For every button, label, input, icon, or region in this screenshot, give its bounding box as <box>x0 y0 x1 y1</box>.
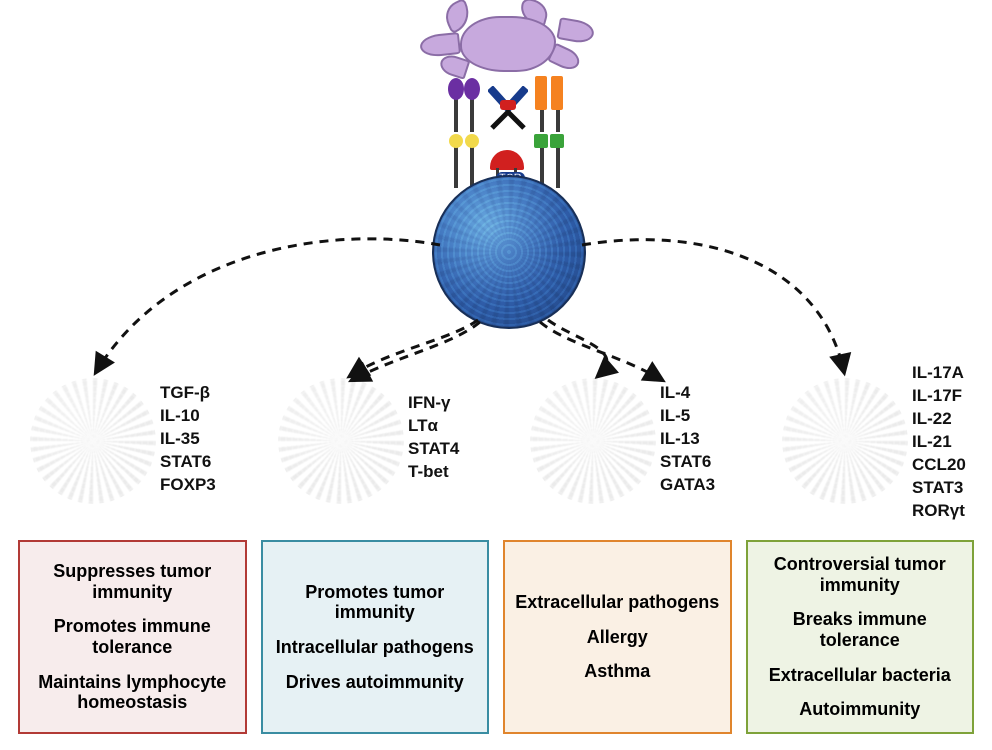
cytokines-th1: IFN-γLTαSTAT4T-bet <box>408 392 459 484</box>
cytokine-item: IL-5 <box>660 405 715 428</box>
cell-th17 <box>782 378 908 504</box>
function-item: Promotes tumor immunity <box>273 582 478 623</box>
function-item: Promotes immune tolerance <box>30 616 235 657</box>
cytokine-item: IL-17F <box>912 385 966 408</box>
cell-th1 <box>278 378 404 504</box>
naive-cd4-t-cell <box>432 175 586 329</box>
function-box-th1: Promotes tumor immunity Intracellular pat… <box>261 540 490 734</box>
cytokine-item: LTα <box>408 415 459 438</box>
function-item: Drives autoimmunity <box>273 672 478 693</box>
cytokine-item: STAT3 <box>912 477 966 500</box>
cytokine-item: T-bet <box>408 461 459 484</box>
function-item: Intracellular pathogens <box>273 637 478 658</box>
function-item: Asthma <box>515 661 720 682</box>
dc-body <box>460 16 556 72</box>
cytokine-item: CCL20 <box>912 454 966 477</box>
cytokine-item: TGF-β <box>160 382 216 405</box>
cytokines-th2: IL-4IL-5IL-13STAT6GATA3 <box>660 382 715 497</box>
cytokine-item: IL-17A <box>912 362 966 385</box>
cytokine-item: IFN-γ <box>408 392 459 415</box>
function-item: Extracellular pathogens <box>515 592 720 613</box>
function-item: Autoimmunity <box>758 699 963 720</box>
cytokines-treg: TGF-βIL-10IL-35STAT6FOXP3 <box>160 382 216 497</box>
cytokine-item: STAT4 <box>408 438 459 461</box>
cell-treg <box>30 378 156 504</box>
cytokine-item: IL-21 <box>912 431 966 454</box>
function-box-row: Suppresses tumor immunity Promotes immune… <box>18 540 974 734</box>
cytokine-item: FOXP3 <box>160 474 216 497</box>
function-box-th17: Controversial tumor immunity Breaks immun… <box>746 540 975 734</box>
cytokine-item: IL-35 <box>160 428 216 451</box>
function-item: Suppresses tumor immunity <box>30 561 235 602</box>
function-box-treg: Suppresses tumor immunity Promotes immune… <box>18 540 247 734</box>
cytokine-item: IL-10 <box>160 405 216 428</box>
cytokine-item: STAT6 <box>160 451 216 474</box>
function-box-th2: Extracellular pathogens Allergy Asthma <box>503 540 732 734</box>
function-item: Controversial tumor immunity <box>758 554 963 595</box>
mhc-peptide-complex <box>488 86 528 110</box>
function-item: Maintains lymphocyte homeostasis <box>30 672 235 713</box>
cell-th2 <box>530 378 656 504</box>
cytokine-item: IL-22 <box>912 408 966 431</box>
function-item: Allergy <box>515 627 720 648</box>
function-item: Extracellular bacteria <box>758 665 963 686</box>
function-item: Breaks immune tolerance <box>758 609 963 650</box>
cytokine-item: IL-13 <box>660 428 715 451</box>
cytokines-th17: IL-17AIL-17FIL-22IL-21CCL20STAT3RORγt <box>912 362 966 523</box>
dc-process <box>419 32 461 58</box>
dendritic-cell <box>400 2 620 97</box>
dc-process <box>556 17 595 45</box>
cytokine-item: STAT6 <box>660 451 715 474</box>
cytokine-item: IL-4 <box>660 382 715 405</box>
cytokine-item: RORγt <box>912 500 966 523</box>
cytokine-item: GATA3 <box>660 474 715 497</box>
